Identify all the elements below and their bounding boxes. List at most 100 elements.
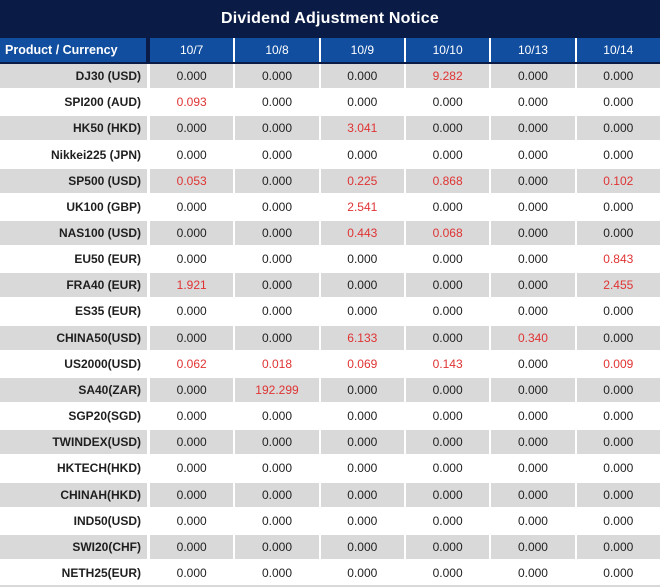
value-cell: 0.000 [233,273,318,298]
table-row: IND50(USD) 0.000 0.000 0.000 0.000 0.000 0.000 [0,506,660,533]
value-cell: 0.000 [176,252,207,267]
table-body: DJ30 (USD) 0.000 0.000 0.000 9.282 0.000 0.000… [0,64,660,586]
product-cell: Nikkei225 (JPN) [0,142,150,167]
title-bar: Dividend Adjustment Notice [0,0,660,38]
value-cell: 0.143 [403,351,489,376]
value-cell: 0.000 [574,430,660,455]
value-cell: 0.000 [489,482,574,507]
value-cell: 0.000 [574,482,660,507]
table-row: NAS100 (USD) 0.000 0.000 0.443 0.068 0.000 0.0… [0,218,660,246]
value-cell: 0.000 [176,121,207,136]
value-cell: 0.000 [489,404,574,429]
value-cell: 0.000 [318,247,404,272]
value-cell: 0.000 [574,534,660,559]
table-row: SPI200 (AUD) 0.093 0.000 0.000 0.000 0.000 0.0… [0,88,660,115]
value-cell: 0.000 [176,147,207,162]
value-cell: 0.000 [318,508,404,533]
value-cell: 0.000 [403,273,489,298]
value-cell: 0.000 [233,142,318,167]
value-cell: 0.000 [318,482,404,507]
value-cell: 0.000 [489,299,574,324]
value-cell: 0.843 [574,247,660,272]
value-cell: 0.000 [403,142,489,167]
value-cell: 0.000 [403,247,489,272]
page-title: Dividend Adjustment Notice [221,10,439,27]
value-cell: 0.000 [318,456,404,481]
value-cell: 0.000 [489,116,574,141]
value-cell: 0.000 [176,330,207,345]
value-cell: 0.000 [489,560,574,586]
value-cell: 0.000 [176,226,207,241]
value-cell: 0.000 [403,325,489,350]
value-cell: 0.053 [176,173,207,188]
product-cell: CHINAH(HKD) [0,482,150,507]
table-row: HK50 (HKD) 0.000 0.000 3.041 0.000 0.000 0.000 [0,114,660,141]
table-row: EU50 (EUR) 0.000 0.000 0.000 0.000 0.000 0.843 [0,245,660,272]
value-cell: 0.000 [489,220,574,246]
value-cell: 0.000 [574,404,660,429]
value-cell: 0.000 [318,64,404,89]
value-cell: 0.000 [233,116,318,141]
product-cell: SP500 (USD) [0,168,150,193]
value-cell: 0.000 [176,435,207,450]
value-cell: 0.018 [233,351,318,376]
header-row: Product / Currency 10/7 10/8 10/9 10/10 10/1… [0,38,660,64]
table-row: SWI20(CHF) 0.000 0.000 0.000 0.000 0.000 0.000 [0,532,660,559]
value-cell: 0.000 [233,404,318,429]
value-cell: 0.000 [318,430,404,455]
value-cell: 0.093 [176,95,207,110]
product-cell: UK100 (GBP) [0,194,150,219]
date-header-10-14: 10/14 [574,38,660,62]
value-cell: 0.000 [233,194,318,219]
value-cell: 2.455 [574,273,660,298]
value-cell: 0.000 [403,194,489,219]
table-row: ES35 (EUR) 0.000 0.000 0.000 0.000 0.000 0.000 [0,297,660,324]
date-header-10-9: 10/9 [318,38,404,62]
value-cell: 0.000 [233,168,318,193]
date-header-10-7: 10/7 [179,43,204,57]
value-cell: 192.299 [233,377,318,403]
date-header-10-8: 10/8 [233,38,318,62]
table-row: TWINDEX(USD) 0.000 0.000 0.000 0.000 0.000 0.0… [0,428,660,455]
product-cell: IND50(USD) [0,508,150,533]
value-cell: 0.000 [574,299,660,324]
value-cell: 0.000 [318,534,404,559]
value-cell: 0.000 [176,69,207,84]
value-cell: 0.000 [574,560,660,586]
value-cell: 0.000 [403,560,489,586]
table-row: Nikkei225 (JPN) 0.000 0.000 0.000 0.000 0.000… [0,140,660,167]
value-cell: 0.000 [574,142,660,167]
date-header-10-10: 10/10 [403,38,489,62]
value-cell: 0.068 [403,220,489,246]
table-row: HKTECH(HKD) 0.000 0.000 0.000 0.000 0.000 0.00… [0,454,660,481]
product-cell: DJ30 (USD) [0,64,150,89]
value-cell: 0.000 [403,534,489,559]
table-row: CHINAH(HKD) 0.000 0.000 0.000 0.000 0.000 0.00… [0,480,660,507]
value-cell: 0.000 [176,566,207,581]
product-cell: ES35 (EUR) [0,299,150,324]
value-cell: 0.000 [176,382,207,397]
table-row: NETH25(EUR) 0.000 0.000 0.000 0.000 0.000 0.00… [0,558,660,586]
value-cell: 0.000 [318,142,404,167]
product-cell: EU50 (EUR) [0,247,150,272]
value-cell: 0.000 [233,430,318,455]
value-cell: 0.000 [489,456,574,481]
value-cell: 0.000 [233,299,318,324]
value-cell: 0.000 [489,142,574,167]
value-cell: 6.133 [318,325,404,350]
value-cell: 0.000 [403,116,489,141]
product-cell: SA40(ZAR) [0,377,150,403]
value-cell: 0.009 [574,351,660,376]
table-row: DJ30 (USD) 0.000 0.000 0.000 9.282 0.000 0.000 [0,64,660,89]
table-row: FRA40 (EUR) 1.921 0.000 0.000 0.000 0.000 2.45… [0,271,660,298]
value-cell: 0.000 [403,299,489,324]
value-cell: 0.000 [574,456,660,481]
product-cell: SWI20(CHF) [0,534,150,559]
value-cell: 0.000 [403,90,489,115]
value-cell: 0.000 [176,539,207,554]
value-cell: 0.000 [233,325,318,350]
value-cell: 0.000 [233,247,318,272]
value-cell: 0.000 [176,199,207,214]
value-cell: 0.000 [176,461,207,476]
